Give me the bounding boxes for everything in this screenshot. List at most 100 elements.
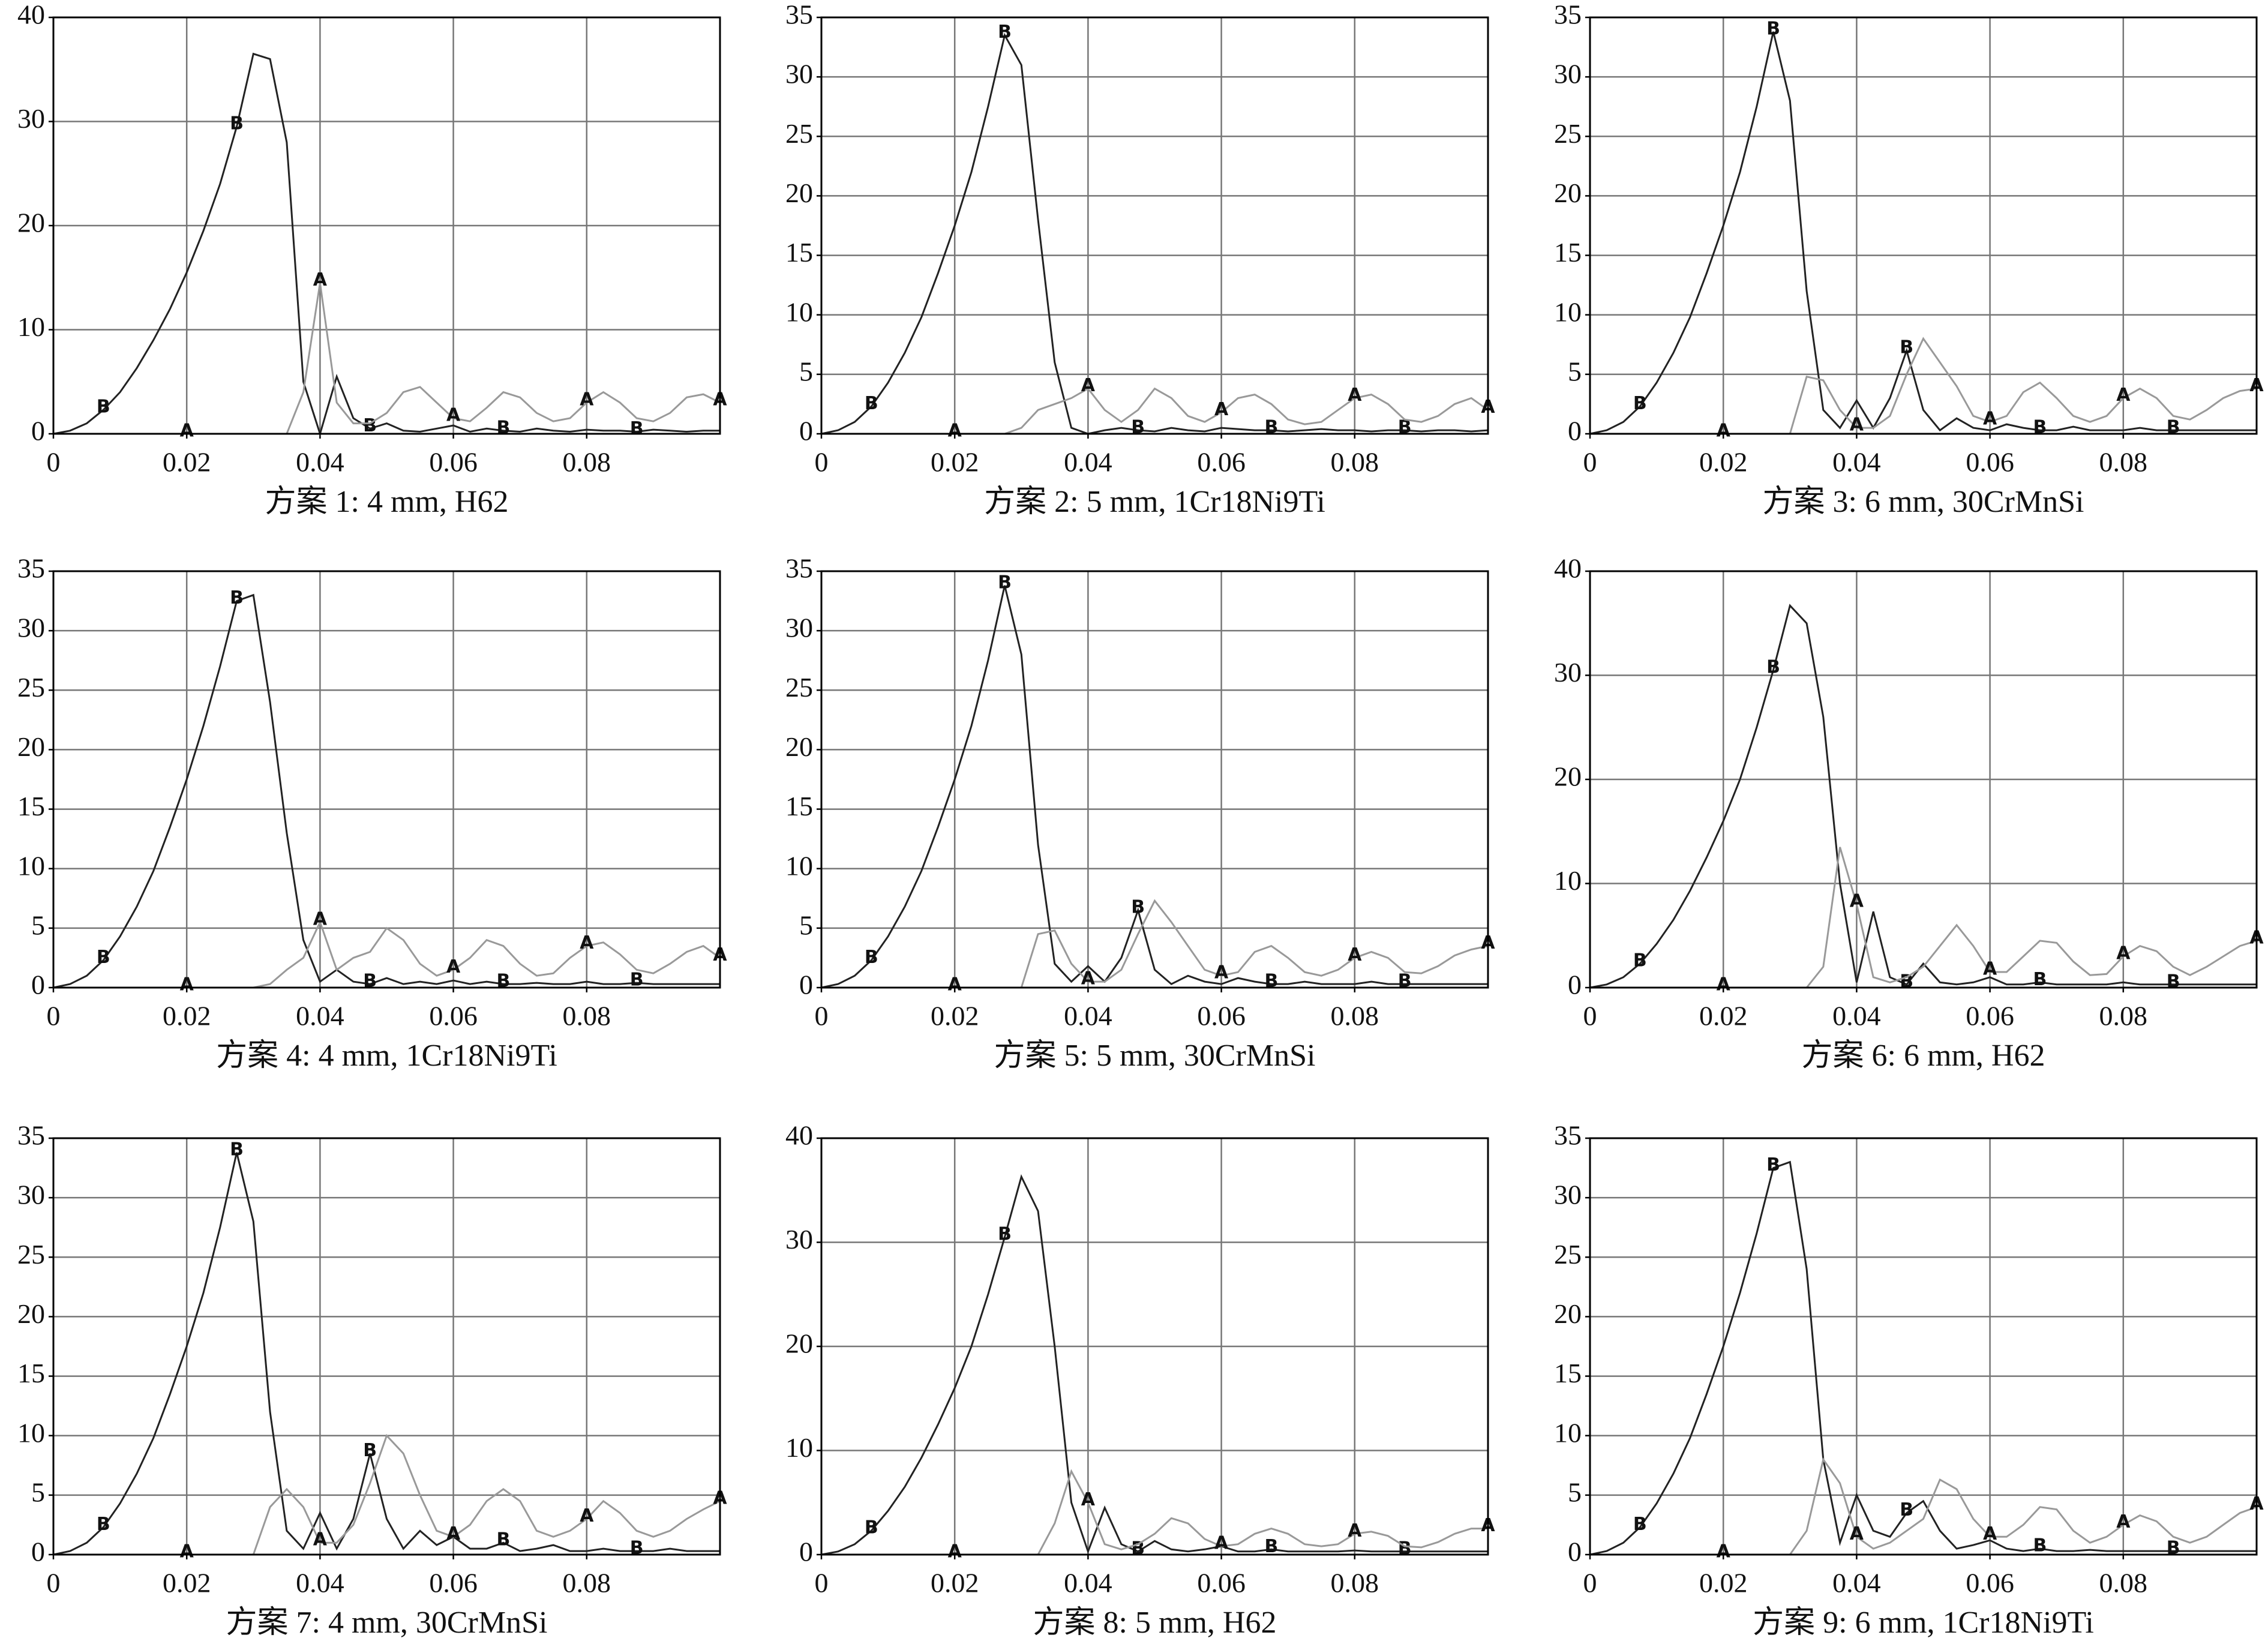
x-tick-label: 0.02 — [1699, 1001, 1748, 1031]
x-tick-label: 0.02 — [1699, 447, 1748, 478]
y-tick-label: 10 — [17, 1417, 45, 1448]
series-line — [1590, 1457, 2257, 1556]
x-tick-label: 0.02 — [1699, 1568, 1748, 1598]
series-marker-label: A — [2116, 943, 2131, 964]
plot-frame — [1589, 570, 2258, 989]
series-marker-label: A — [446, 956, 461, 977]
chart-title: 方案 1: 4 mm, H62 — [265, 485, 509, 519]
y-tick-label: 10 — [17, 850, 45, 881]
series-marker-label: B — [1766, 656, 1780, 677]
y-tick-label: 5 — [31, 910, 45, 940]
x-tick-label: 0 — [815, 1568, 829, 1598]
y-tick-label: 10 — [1554, 296, 1582, 327]
y-tick-label: 30 — [17, 103, 45, 134]
y-tick-label: 15 — [17, 1358, 45, 1388]
x-tick-label: 0.04 — [296, 1001, 344, 1031]
y-tick-label: 25 — [785, 672, 813, 703]
series-marker-label: B — [998, 572, 1012, 593]
series-marker-label: A — [1850, 891, 1864, 912]
y-tick-label: 20 — [785, 178, 813, 208]
y-tick-label: 35 — [17, 1120, 45, 1151]
x-tick-label: 0 — [815, 1001, 829, 1031]
series-marker-label: A — [180, 974, 194, 995]
y-tick-label: 15 — [1554, 1358, 1582, 1388]
y-tick-label: 25 — [1554, 1239, 1582, 1270]
plot-frame — [1589, 1137, 2258, 1556]
series-line — [821, 32, 1489, 435]
y-tick-label: 0 — [1568, 1537, 1582, 1567]
series-marker-label: B — [630, 1538, 644, 1559]
y-tick-label: 20 — [1554, 1298, 1582, 1329]
x-tick-label: 0.06 — [429, 447, 478, 478]
x-tick-label: 0.02 — [931, 1001, 979, 1031]
plot-frame — [52, 16, 721, 435]
series-marker-label: B — [363, 971, 377, 992]
y-tick-label: 40 — [1554, 553, 1582, 584]
x-tick-label: 0.02 — [163, 447, 211, 478]
y-tick-label: 35 — [785, 0, 813, 30]
chart-title: 方案 5: 5 mm, 30CrMnSi — [994, 1039, 1316, 1073]
series-marker-label: A — [180, 1541, 194, 1562]
x-tick-label: 0.04 — [1832, 1001, 1881, 1031]
series-marker-label: A — [1348, 944, 1362, 965]
x-tick-label: 0.08 — [2099, 1001, 2148, 1031]
x-tick-label: 0 — [1583, 1001, 1597, 1031]
series-marker-label: B — [97, 397, 110, 418]
y-tick-label: 25 — [1554, 118, 1582, 149]
series-line — [53, 283, 721, 435]
series-marker-label: B — [1264, 971, 1278, 992]
y-tick-label: 0 — [31, 416, 45, 446]
x-tick-label: 0.08 — [2099, 1568, 2148, 1598]
series-marker-label: B — [496, 1529, 510, 1550]
chart-title: 方案 3: 6 mm, 30CrMnSi — [1763, 485, 2084, 519]
series-line — [1590, 337, 2257, 435]
series-marker-label: B — [2033, 969, 2047, 990]
y-tick-label: 0 — [799, 1537, 813, 1567]
y-tick-label: 20 — [1554, 761, 1582, 792]
series-line — [1589, 604, 2257, 989]
y-tick-label: 0 — [31, 1537, 45, 1567]
x-tick-label: 0.06 — [1197, 447, 1246, 478]
series-line — [53, 593, 720, 989]
series-marker-label: A — [580, 932, 594, 953]
series-line — [1589, 31, 2257, 435]
chart-title: 方案 2: 5 mm, 1Cr18Ni9Ti — [984, 485, 1325, 519]
y-tick-label: 35 — [1554, 0, 1582, 30]
series-marker-label: A — [1081, 375, 1096, 396]
series-marker-label: B — [496, 971, 510, 992]
y-tick-label: 5 — [799, 910, 813, 940]
series-marker-label: A — [1983, 409, 1997, 430]
series-marker-label: B — [2033, 1535, 2047, 1556]
series-marker-label: B — [2167, 1538, 2180, 1559]
chart-title: 方案 6: 6 mm, H62 — [1802, 1039, 2045, 1073]
series-marker-label: B — [1766, 1154, 1780, 1175]
series-marker-label: A — [1214, 1533, 1229, 1554]
plot-frame — [820, 570, 1489, 989]
series-marker-label: B — [2033, 417, 2047, 438]
x-tick-label: 0.08 — [563, 1568, 611, 1598]
y-tick-label: 20 — [785, 731, 813, 762]
y-tick-label: 5 — [1568, 1477, 1582, 1507]
series-marker-label: A — [1717, 1541, 1731, 1562]
series-marker-label: B — [1398, 1538, 1412, 1559]
series-marker-label: B — [363, 1440, 377, 1461]
series-marker-label: B — [1131, 897, 1145, 918]
series-marker-label: A — [1214, 399, 1229, 420]
x-tick-label: 0 — [815, 447, 829, 478]
series-marker-label: B — [1900, 1499, 1913, 1520]
series-marker-label: A — [1717, 974, 1731, 995]
y-tick-label: 10 — [1554, 1417, 1582, 1448]
series-marker-label: B — [1398, 971, 1412, 992]
series-marker-label: B — [97, 947, 110, 968]
y-tick-label: 0 — [1568, 970, 1582, 1000]
y-tick-label: 20 — [17, 208, 45, 238]
series-line — [821, 1174, 1488, 1556]
series-marker-label: B — [1398, 417, 1412, 438]
y-tick-label: 35 — [1554, 1120, 1582, 1151]
y-tick-label: 0 — [1568, 416, 1582, 446]
series-marker-label: A — [446, 1523, 461, 1544]
series-line — [821, 387, 1489, 435]
y-tick-label: 30 — [785, 1224, 813, 1255]
x-tick-label: 0.04 — [1064, 1001, 1112, 1031]
